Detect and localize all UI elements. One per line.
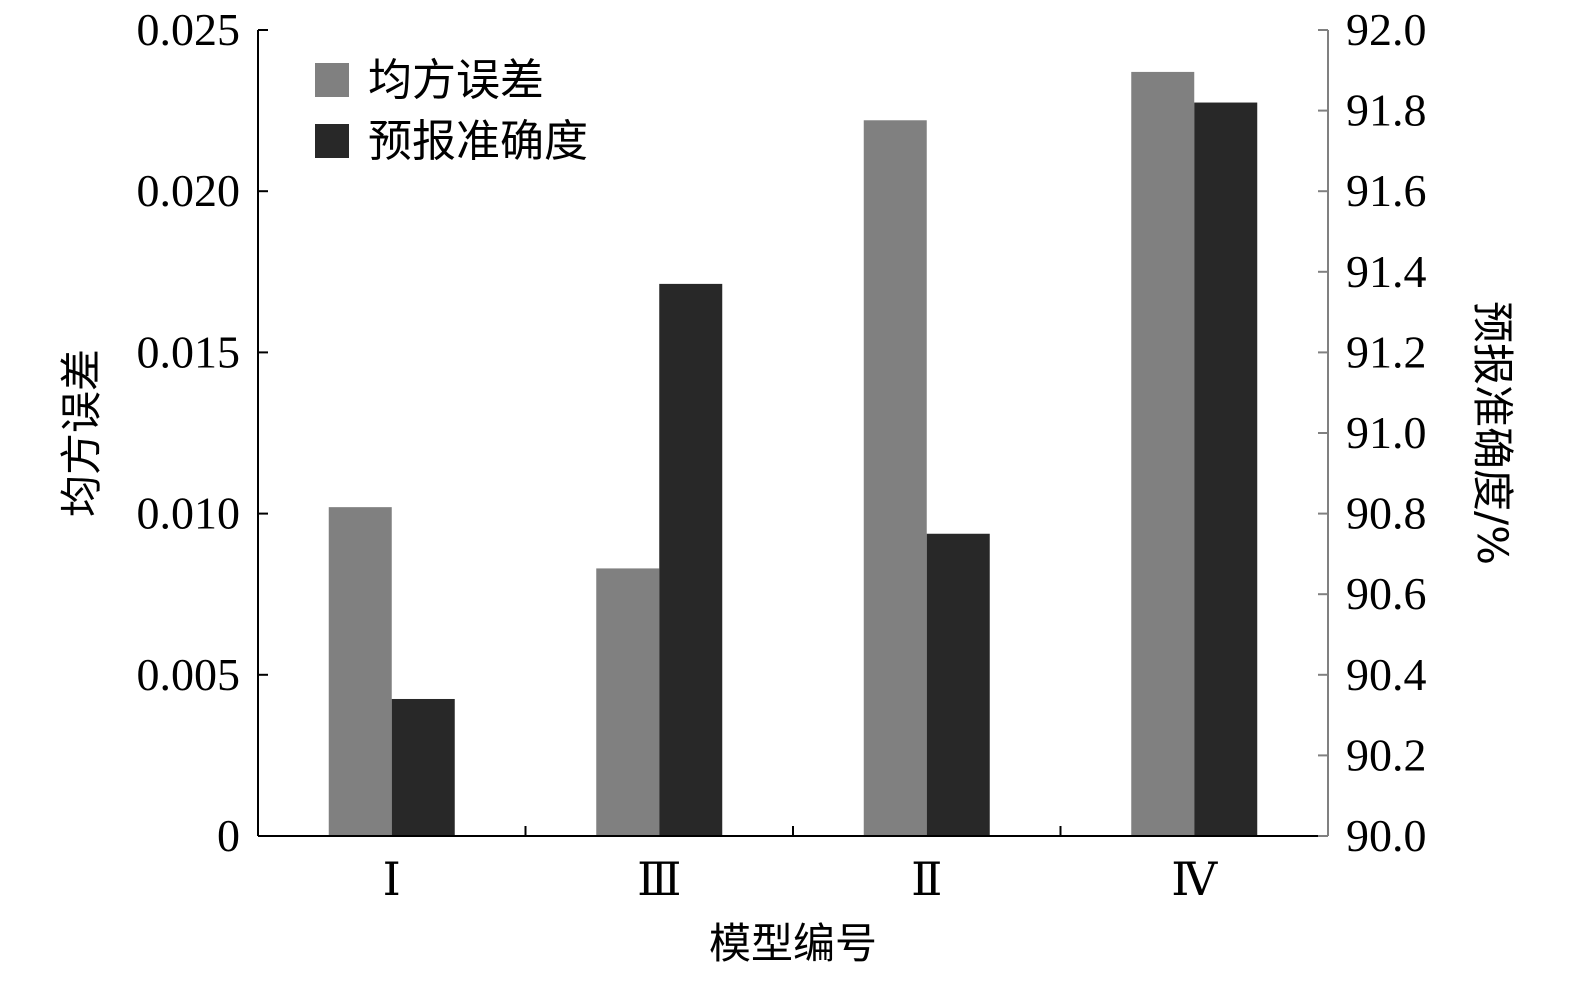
left-tick-label: 0.025 [137, 4, 241, 55]
x-category-label: Ⅱ [911, 854, 942, 905]
x-ticks-layer: Ⅰ Ⅲ Ⅱ Ⅳ [383, 826, 1218, 905]
x-category-label: Ⅰ [383, 854, 401, 905]
bars-layer [328, 71, 1258, 837]
bar-accuracy-1 [659, 283, 723, 836]
right-tick-label: 91.2 [1346, 326, 1427, 377]
bar-accuracy-2 [926, 533, 990, 836]
right-tick-label: 91.6 [1346, 165, 1427, 216]
legend-swatch-accuracy [315, 124, 349, 158]
right-tick-label: 90.6 [1346, 568, 1427, 619]
x-category-label: Ⅳ [1171, 854, 1218, 905]
left-tick-label: 0.005 [137, 649, 241, 700]
y-axis-right-title: 预报准确度/% [1468, 301, 1517, 565]
legend-label-mse: 均方误差 [368, 55, 544, 106]
right-tick-label: 91.8 [1346, 85, 1427, 136]
left-tick-label: 0.015 [137, 326, 241, 377]
left-tick-label: 0 [217, 810, 240, 861]
legend-swatch-mse [315, 63, 349, 97]
legend-label-accuracy: 预报准确度 [368, 116, 588, 167]
right-tick-label: 90.0 [1346, 810, 1427, 861]
y-axis-left-title: 均方误差 [57, 349, 106, 517]
right-tick-label: 90.4 [1346, 649, 1427, 700]
right-tick-label: 91.0 [1346, 407, 1427, 458]
right-tick-label: 90.8 [1346, 488, 1427, 539]
bar-accuracy-3 [1194, 102, 1258, 837]
left-tick-label: 0.010 [137, 488, 241, 539]
x-axis-title: 模型编号 [709, 919, 877, 968]
right-tick-label: 92.0 [1346, 4, 1427, 55]
x-category-label: Ⅲ [637, 854, 681, 905]
legend: 均方误差 预报准确度 [315, 55, 588, 167]
left-tick-label: 0.020 [137, 165, 241, 216]
right-tick-label: 90.2 [1346, 729, 1427, 780]
right-tick-label: 91.4 [1346, 246, 1427, 297]
bar-mse-3 [1131, 71, 1195, 837]
bar-mse-2 [863, 120, 927, 837]
left-ticks-layer: 0 0.005 0.010 0.015 0.020 0.025 [137, 4, 268, 861]
right-ticks-layer: 90.0 90.2 90.4 90.6 90.8 91.0 91.2 91.4 91.6 91.8… [1318, 4, 1427, 861]
bar-mse-1 [596, 568, 660, 836]
bar-mse-0 [328, 507, 392, 836]
bar-accuracy-0 [391, 698, 455, 836]
